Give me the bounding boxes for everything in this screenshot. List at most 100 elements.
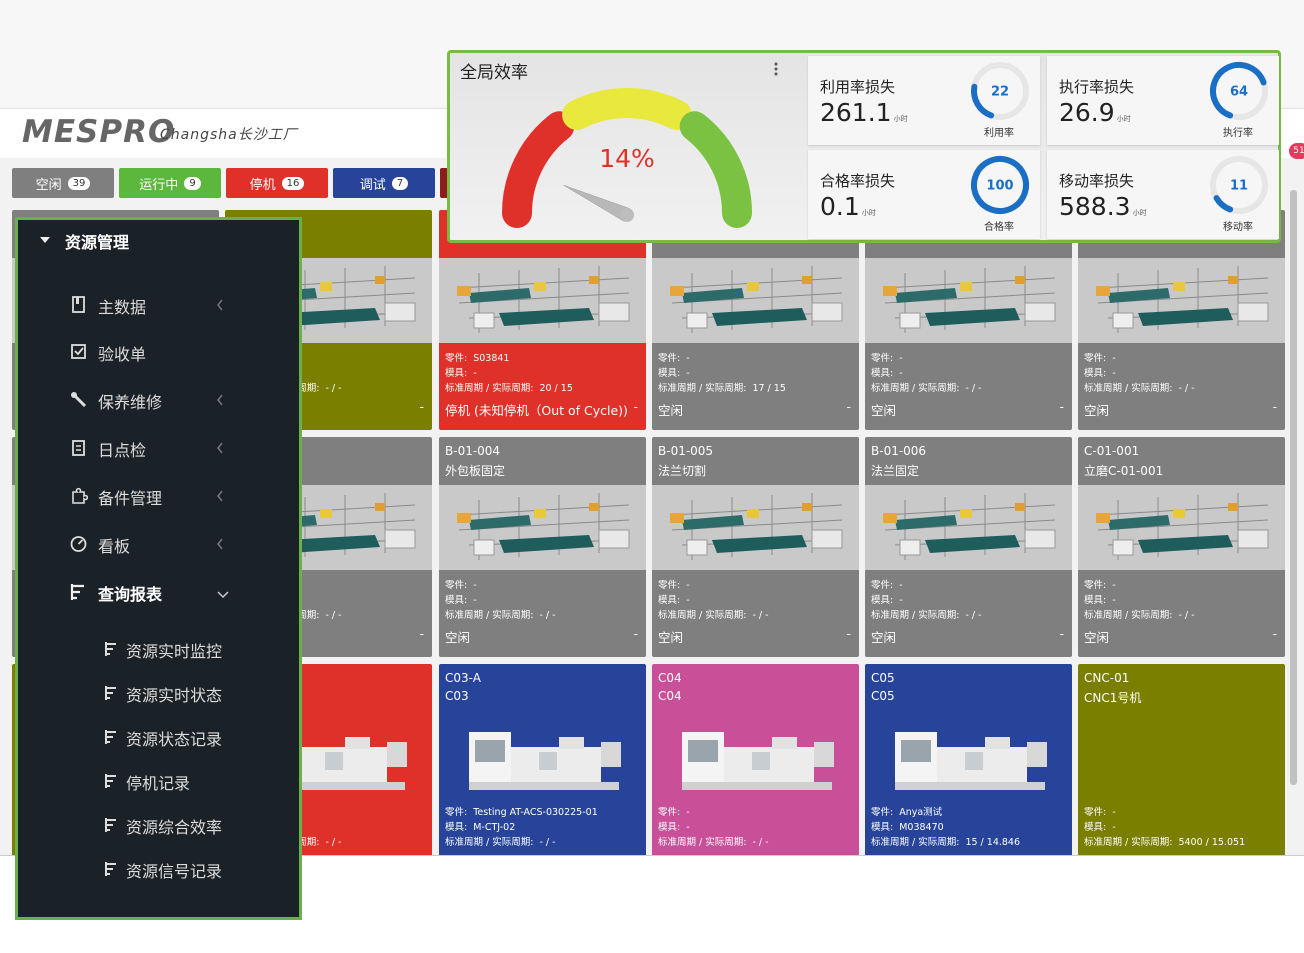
card-part-value: - — [686, 580, 690, 591]
card-cycle-label: 标准周期 / 实际周期: — [1084, 383, 1173, 394]
resource-card[interactable]: CNC-01 CNC1号机 零件: - 模具: - 标准周期 / 实际周期: 5400 / 1… — [1078, 664, 1285, 855]
status-button[interactable]: 调试 7 — [333, 168, 435, 198]
submenu-item[interactable]: 资源综合效率 — [126, 818, 223, 837]
card-mold-label: 模具: — [1084, 368, 1107, 379]
card-mold-value: - — [1112, 368, 1116, 379]
line-image — [1078, 485, 1285, 570]
gauge: 14% — [502, 88, 752, 228]
status-label: 空闲 — [35, 177, 62, 193]
menu-item[interactable]: 看板 — [98, 537, 131, 556]
card-dash: - — [633, 400, 638, 414]
card-dash: - — [1059, 627, 1064, 641]
kpi-number: 26.9 — [1059, 98, 1115, 127]
kpi-ring: 11 — [1210, 156, 1268, 214]
card-cycle-value: - / - — [752, 837, 769, 848]
card-code: B-01-005 — [658, 444, 714, 458]
card-cycle-value: - / - — [1178, 383, 1195, 394]
kpi-ring: 22 — [970, 62, 1029, 120]
gauge-zone-yellow — [562, 88, 692, 130]
card-part-label: 零件: — [445, 353, 468, 364]
card-cycle: 标准周期 / 实际周期: - / - — [1084, 380, 1195, 394]
resource-card[interactable]: C04 C04 零件: - 模具: - 标准周期 / 实际周期: - / - — [652, 664, 859, 855]
kpi-value: 26.9 小时 — [1059, 98, 1131, 127]
resource-card[interactable]: C-01-001 立磨C-01-001 零件: - 模具: - 标准周期 / 实际周期: - … — [1078, 437, 1285, 657]
line-image — [865, 258, 1072, 343]
resource-card[interactable]: 零件: - 模具: - 标准周期 / 实际周期: - / - 空闲 - — [1078, 210, 1285, 430]
card-part: 零件: S03841 — [445, 350, 509, 364]
chevron-left — [217, 490, 223, 502]
resource-card[interactable]: 零件: S03841 模具: - 标准周期 / 实际周期: 20 / 15 停机 (未知停机… — [439, 210, 646, 430]
card-mold-value: - — [899, 368, 903, 379]
card-part-value: - — [686, 353, 690, 364]
sub-icon — [105, 774, 116, 788]
sidebar-title[interactable]: 资源管理 — [65, 233, 130, 252]
kpi-unit: 小时 — [1116, 115, 1131, 123]
card-part: 零件: Testing AT-ACS-030225-01 — [445, 804, 598, 818]
menu-item[interactable]: 主数据 — [98, 298, 147, 317]
kpi-unit: 小时 — [861, 209, 876, 217]
card-part-value: - — [686, 807, 690, 818]
submenu-item[interactable]: 资源实时状态 — [126, 686, 223, 705]
card-cycle-value: - / - — [965, 610, 982, 621]
card-part-label: 零件: — [1084, 353, 1107, 364]
card-cycle: 标准周期 / 实际周期: 17 / 15 — [658, 380, 786, 394]
menu-icon[interactable] — [772, 61, 780, 77]
card-mold: 模具: - — [871, 365, 903, 379]
card-part-label: 零件: — [871, 807, 894, 818]
menu-item[interactable]: 查询报表 — [98, 585, 163, 604]
kpi-number: 588.3 — [1059, 192, 1131, 221]
card-dash: - — [419, 627, 424, 641]
card-mold-label: 模具: — [445, 368, 468, 379]
card-dash: - — [419, 400, 424, 414]
card-mold-value: - — [686, 822, 690, 833]
status-button[interactable]: 空闲 39 — [12, 168, 114, 198]
resource-card[interactable]: C03-A C03 零件: Testing AT-ACS-030225-01 模具: M-… — [439, 664, 646, 855]
card-part: 零件: Anya测试 — [871, 804, 942, 818]
kpi-card: 执行率损失 26.9 小时 64 执行率 — [1047, 56, 1279, 145]
card-cycle-value: - / - — [325, 383, 342, 394]
resource-card[interactable]: 零件: - 模具: - 标准周期 / 实际周期: 17 / 15 空闲 - — [652, 210, 859, 430]
kpi-ring: 64 — [1210, 62, 1268, 120]
ring-track — [1210, 156, 1268, 214]
status-button[interactable]: 运行中 9 — [119, 168, 221, 198]
gauge-zone-red — [502, 111, 575, 228]
menu-item[interactable]: 验收单 — [98, 345, 147, 364]
submenu-item[interactable]: 停机记录 — [126, 774, 191, 793]
menu-item[interactable]: 备件管理 — [98, 489, 163, 508]
status-label: 运行中 — [139, 177, 179, 193]
card-part-value: - — [1112, 580, 1116, 591]
ring-label: 利用率 — [984, 128, 1014, 139]
submenu-item[interactable]: 资源状态记录 — [126, 730, 223, 749]
resource-card[interactable]: B-01-005 法兰切割 零件: - 模具: - 标准周期 / 实际周期: - / - 空闲 - — [652, 437, 859, 657]
card-mold-value: - — [473, 368, 477, 379]
card-mold-value: M-CTJ-02 — [473, 822, 516, 833]
resource-card[interactable]: B-01-004 外包板固定 零件: - 模具: - 标准周期 / 实际周期: - / - 空闲… — [439, 437, 646, 657]
card-part-value: Anya测试 — [899, 807, 943, 818]
resource-card[interactable]: B-01-006 法兰固定 零件: - 模具: - 标准周期 / 实际周期: - / - 空闲 - — [865, 437, 1072, 657]
status-label: 调试 — [359, 177, 386, 193]
notification-badge[interactable]: 51 — [1289, 143, 1304, 159]
kpi-unit: 小时 — [1132, 209, 1147, 217]
kpi-title: 执行率损失 — [1059, 78, 1135, 96]
line-image — [652, 258, 859, 343]
card-name: C05 — [871, 689, 895, 703]
card-dash: - — [846, 627, 851, 641]
card-mold-label: 模具: — [871, 595, 894, 606]
submenu-item[interactable]: 资源信号记录 — [126, 862, 223, 881]
menu-item[interactable]: 保养维修 — [98, 393, 163, 412]
resource-card[interactable]: 零件: - 模具: - 标准周期 / 实际周期: - / - 空闲 - — [865, 210, 1072, 430]
resource-card[interactable]: C05 C05 零件: Anya测试 模具: M038470 标准周期 / 实际周期: 15 … — [865, 664, 1072, 855]
menu-item[interactable]: 日点检 — [98, 441, 147, 460]
menu-icon — [70, 584, 84, 600]
card-cycle-value: - / - — [539, 837, 556, 848]
card-code: C04 — [658, 671, 682, 685]
scrollbar-thumb[interactable] — [1290, 190, 1297, 785]
card-cycle: 标准周期 / 实际周期: - / - — [871, 380, 982, 394]
machine-image — [895, 732, 1047, 790]
submenu-item[interactable]: 资源实时监控 — [126, 642, 223, 661]
card-part: 零件: - — [658, 577, 690, 591]
card-mold: 模具: - — [871, 592, 903, 606]
status-button[interactable]: 停机 16 — [226, 168, 328, 198]
chevron-left — [217, 442, 223, 454]
sub-icon — [105, 642, 116, 656]
